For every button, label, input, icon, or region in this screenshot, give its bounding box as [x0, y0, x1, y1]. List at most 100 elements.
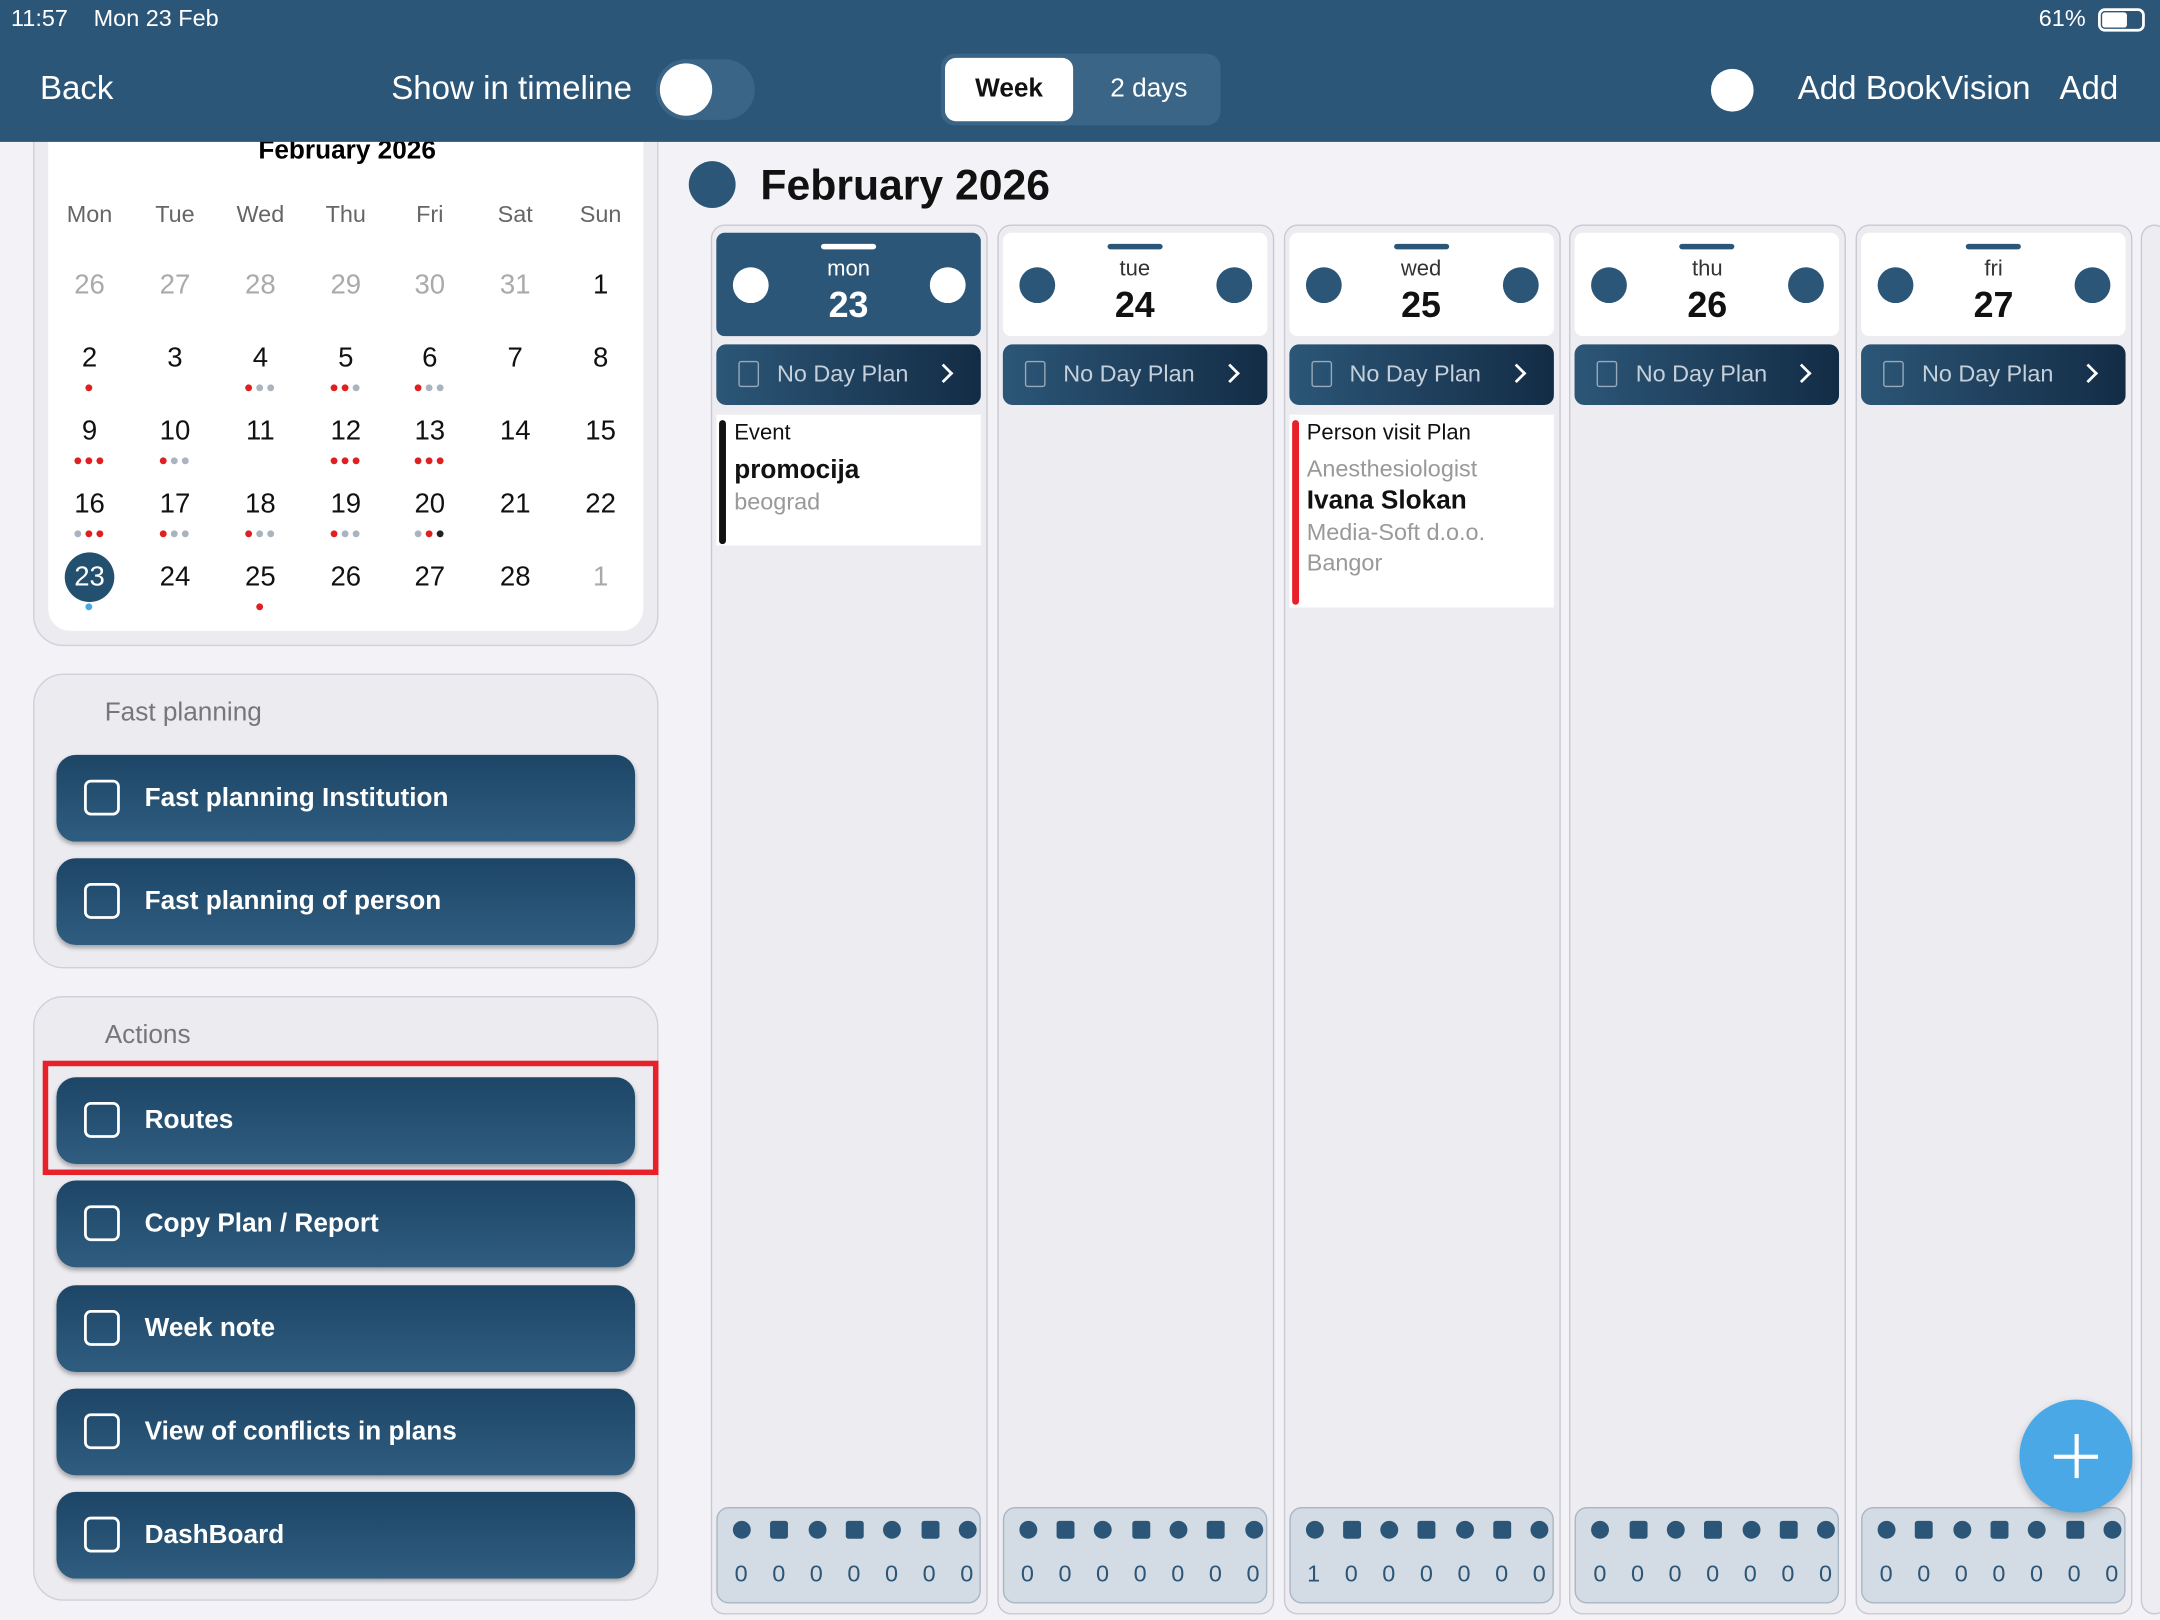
calendar-day[interactable]: 23: [74, 562, 105, 593]
stat-icon: [1817, 1520, 1836, 1539]
stat-icon: [1207, 1520, 1226, 1539]
pin-button[interactable]: [1305, 267, 1342, 304]
add-day-button[interactable]: [1216, 267, 1252, 304]
stat-count: 0: [1630, 1560, 1644, 1587]
action-button[interactable]: View of conflicts in plans: [56, 1388, 636, 1476]
pin-button[interactable]: [1019, 267, 1055, 304]
calendar-day[interactable]: 27: [414, 562, 446, 593]
calendar-day[interactable]: 14: [499, 416, 531, 447]
calendar-day[interactable]: 28: [245, 270, 276, 301]
tab-two-days[interactable]: 2 days: [1110, 74, 1188, 104]
back-button[interactable]: Back: [39, 70, 114, 108]
calendar-day[interactable]: 27: [159, 270, 191, 301]
calendar-day[interactable]: 4: [252, 343, 269, 374]
event-dot: [85, 603, 93, 611]
calendar-day[interactable]: 22: [585, 489, 616, 520]
event-dot: [425, 530, 433, 538]
tab-week[interactable]: Week: [944, 57, 1074, 122]
event-card[interactable]: Person visit Plan Anesthesiologist Ivana S…: [1288, 414, 1554, 608]
calendar-day[interactable]: 28: [499, 562, 531, 593]
stat-icon: [883, 1520, 902, 1539]
calendar-day[interactable]: 8: [592, 343, 609, 374]
stat-count: 0: [1246, 1560, 1260, 1587]
event-dot: [436, 384, 444, 392]
calendar-day[interactable]: 1: [592, 270, 609, 301]
calendar-day[interactable]: 17: [159, 489, 191, 520]
stat-count: 0: [2067, 1560, 2081, 1587]
day-column: fri 27 No Day Plan 0 0 0 0 0 0 0: [1855, 224, 2133, 1615]
button-icon: [84, 1309, 120, 1346]
day-plan-bar[interactable]: No Day Plan: [1288, 344, 1554, 405]
add-day-button[interactable]: [929, 267, 966, 304]
plan-icon: [1883, 360, 1905, 388]
day-of-week: fri: [1984, 257, 2003, 282]
add-button[interactable]: Add: [2059, 70, 2119, 108]
calendar-day[interactable]: 9: [81, 416, 98, 447]
floating-add-button[interactable]: [2019, 1399, 2133, 1513]
day-number: 23: [828, 283, 869, 326]
day-plan-bar[interactable]: No Day Plan: [1575, 344, 1840, 405]
calendar-day[interactable]: 5: [338, 343, 354, 374]
fast-planning-button[interactable]: Fast planning of person: [56, 858, 636, 945]
event-dot: [414, 530, 422, 538]
calendar-day[interactable]: 31: [499, 270, 531, 301]
calendar-day[interactable]: 26: [330, 562, 362, 593]
calendar-day[interactable]: 19: [330, 489, 362, 520]
day-plan-bar[interactable]: No Day Plan: [1002, 344, 1268, 405]
event-dot: [256, 530, 264, 538]
add-bookvision-button[interactable]: Add BookVision: [1797, 70, 2031, 108]
pin-button[interactable]: [1591, 267, 1628, 304]
calendar-day[interactable]: 7: [507, 343, 523, 374]
event-dot: [245, 384, 253, 392]
calendar-day[interactable]: 26: [74, 270, 105, 301]
calendar-day[interactable]: 10: [159, 416, 191, 447]
calendar-day[interactable]: 12: [330, 416, 362, 447]
calendar-day[interactable]: 18: [245, 489, 276, 520]
add-day-button[interactable]: [1788, 267, 1825, 304]
calendar-day[interactable]: 1: [592, 562, 609, 593]
stat-count: 0: [2105, 1560, 2119, 1587]
pin-button[interactable]: [732, 267, 769, 304]
pin-button[interactable]: [1877, 267, 1914, 304]
info-button[interactable]: [1710, 68, 1754, 112]
add-day-button[interactable]: [1502, 267, 1539, 304]
stat-icon: [1131, 1520, 1150, 1539]
calendar-day[interactable]: 3: [167, 343, 183, 374]
stat-count: 0: [1879, 1560, 1893, 1587]
add-day-button[interactable]: [2074, 267, 2111, 304]
calendar-day[interactable]: 16: [74, 489, 105, 520]
event-detail: beograd: [734, 489, 821, 516]
day-plan-bar[interactable]: No Day Plan: [716, 344, 981, 405]
calendar-day[interactable]: 15: [585, 416, 616, 447]
calendar-day[interactable]: 20: [414, 489, 446, 520]
calendar-day[interactable]: 11: [246, 416, 275, 447]
calendar-day[interactable]: 24: [159, 562, 191, 593]
calendar-day[interactable]: 29: [330, 270, 362, 301]
action-button[interactable]: Copy Plan / Report: [56, 1180, 636, 1268]
day-column: thu 26 No Day Plan 0 0 0 0 0 0 0: [1569, 224, 1847, 1615]
event-card[interactable]: Event promocija beograd: [716, 414, 981, 546]
plan-chevron: [2078, 363, 2099, 384]
calendar-day[interactable]: 2: [81, 343, 98, 374]
calendar-card: February 2026: [33, 110, 659, 647]
calendar-day[interactable]: 21: [499, 489, 531, 520]
day-plan-bar[interactable]: No Day Plan: [1861, 344, 2126, 405]
fast-planning-button[interactable]: Fast planning Institution: [56, 754, 636, 842]
stat-count: 0: [1954, 1560, 1968, 1587]
action-button[interactable]: Routes: [56, 1077, 636, 1165]
calendar-day[interactable]: 25: [245, 562, 276, 593]
stat-count: 0: [1382, 1560, 1396, 1587]
event-dot: [414, 384, 422, 392]
button-label: Copy Plan / Report: [144, 1209, 379, 1239]
header-handle: [821, 243, 877, 250]
calendar-day[interactable]: 13: [414, 416, 446, 447]
calendar-day[interactable]: 6: [422, 343, 438, 374]
action-button[interactable]: Week note: [56, 1284, 636, 1372]
battery-icon: [2098, 8, 2145, 32]
action-button[interactable]: DashBoard: [56, 1492, 636, 1579]
event-dot: [414, 457, 422, 465]
calendar-day[interactable]: 30: [414, 270, 446, 301]
stat-icon: [2065, 1520, 2084, 1539]
